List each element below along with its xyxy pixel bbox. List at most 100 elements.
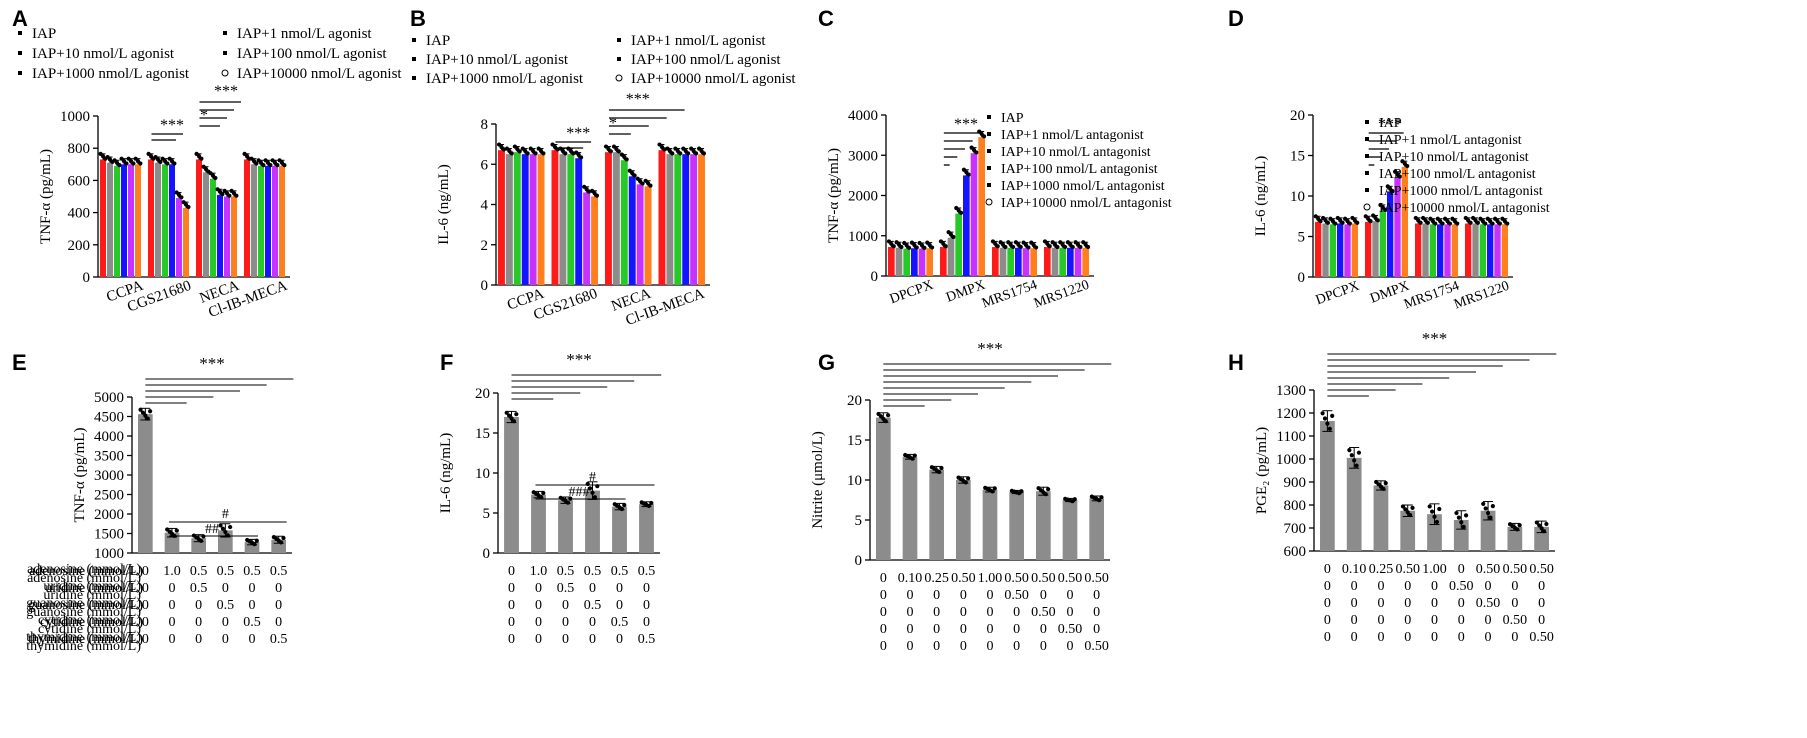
table-cell: 0 bbox=[616, 598, 623, 613]
table-cell: 0 bbox=[1458, 630, 1465, 645]
table-cell: 0 bbox=[880, 588, 887, 603]
table-cell: 0.5 bbox=[557, 581, 575, 596]
table-cell: 0 bbox=[1377, 596, 1384, 611]
table-cell: 0.5 bbox=[190, 564, 208, 579]
table-cell: 0 bbox=[933, 622, 940, 637]
table-cell: 0.50 bbox=[1503, 613, 1528, 628]
table-cell: 0.50 bbox=[1529, 562, 1554, 577]
data-dot bbox=[1368, 219, 1373, 224]
table-cell: 0.5 bbox=[243, 564, 261, 579]
table-cell: 0 bbox=[535, 615, 542, 630]
data-dot bbox=[533, 151, 538, 156]
table-cell: 0 bbox=[960, 605, 967, 620]
table-cell: 0.5 bbox=[190, 581, 208, 596]
legend-label: IAP+1 nmol/L antagonist bbox=[1001, 128, 1144, 143]
bar bbox=[1044, 247, 1051, 276]
data-dot bbox=[1354, 463, 1359, 468]
bar bbox=[628, 176, 636, 285]
bar bbox=[1082, 247, 1089, 276]
data-dot bbox=[951, 234, 956, 240]
data-dot bbox=[1454, 510, 1459, 516]
table-cell: 0 bbox=[643, 615, 650, 630]
x-tick-label: MRS1220 bbox=[1452, 279, 1511, 313]
data-dot bbox=[220, 526, 226, 531]
y-tick-label: 5000 bbox=[94, 390, 124, 406]
bar bbox=[1429, 224, 1436, 277]
legend-marker bbox=[987, 149, 991, 153]
sig-label: *** bbox=[977, 339, 1003, 358]
legend-label: IAP bbox=[426, 33, 450, 49]
table-cell: 0 bbox=[987, 588, 994, 603]
data-dot bbox=[1517, 523, 1522, 528]
table-cell: 0 bbox=[1431, 630, 1438, 645]
data-dot bbox=[1383, 207, 1388, 212]
panel-G: G 0 5 10 15 20 Nitrite (μmol/L) adenosine (mmol… bbox=[26, 339, 1112, 654]
table-cell: 0 bbox=[1351, 596, 1358, 611]
data-dot bbox=[963, 480, 968, 485]
data-dot bbox=[541, 490, 546, 496]
data-dot bbox=[278, 540, 284, 545]
y-tick-label: 10 bbox=[847, 473, 862, 489]
table-cell: 0.10 bbox=[898, 571, 923, 586]
data-dot bbox=[1375, 218, 1380, 223]
legend-label: IAP bbox=[1379, 116, 1402, 131]
data-dot bbox=[1355, 220, 1360, 225]
legend-label: IAP+1 nmol/L agonist bbox=[237, 26, 372, 42]
data-dot bbox=[282, 163, 287, 168]
table-row-label: uridine (mmol/L) bbox=[43, 579, 141, 594]
bar bbox=[138, 414, 153, 553]
table-cell: 0 bbox=[169, 632, 176, 647]
y-axis-label: Nitrite (μmol/L) bbox=[810, 431, 826, 529]
bar bbox=[1030, 248, 1037, 276]
data-dot bbox=[1349, 453, 1354, 458]
bar bbox=[1372, 221, 1379, 277]
data-dot bbox=[1490, 221, 1495, 226]
legend-marker bbox=[223, 51, 227, 55]
table-cell: 0.50 bbox=[1084, 571, 1109, 586]
data-dot bbox=[990, 489, 995, 494]
table-cell: 0.5 bbox=[217, 598, 235, 613]
table-cell: 0 bbox=[1324, 596, 1331, 611]
table-cell: 0 bbox=[616, 632, 623, 647]
table-cell: 0 bbox=[1324, 630, 1331, 645]
data-dot bbox=[1418, 220, 1423, 225]
legend-marker bbox=[18, 31, 22, 35]
table-cell: 0 bbox=[880, 571, 887, 586]
y-tick-label: 15 bbox=[475, 426, 490, 442]
data-dot bbox=[579, 155, 584, 160]
bar bbox=[682, 154, 690, 285]
data-dot bbox=[1483, 221, 1488, 226]
bar bbox=[1422, 223, 1429, 277]
table-row-label: uridine (mmol/L) bbox=[43, 588, 141, 603]
table-cell: 0 bbox=[142, 564, 149, 579]
panel-label: B bbox=[410, 6, 426, 31]
legend-label: IAP bbox=[32, 26, 56, 42]
y-tick-label: 2000 bbox=[94, 507, 124, 523]
data-dot bbox=[261, 163, 266, 168]
data-dot bbox=[1427, 504, 1432, 509]
bar bbox=[612, 506, 627, 553]
data-dot bbox=[1340, 220, 1345, 225]
table-cell: 0 bbox=[1511, 579, 1518, 594]
y-tick-label: 1300 bbox=[1276, 383, 1306, 399]
table-row-label: cytidine (mmol/L) bbox=[40, 615, 143, 630]
y-tick-label: 1100 bbox=[1277, 429, 1306, 445]
data-dot bbox=[1541, 529, 1547, 534]
table-cell: 0 bbox=[222, 632, 229, 647]
table-cell: 0 bbox=[195, 615, 202, 630]
x-tick-label: MRS1220 bbox=[1032, 278, 1091, 312]
data-dot bbox=[1534, 520, 1539, 525]
table-cell: 0 bbox=[562, 598, 569, 613]
table-cell: 0 bbox=[907, 622, 914, 637]
bar bbox=[876, 417, 891, 560]
bar bbox=[1479, 224, 1486, 277]
bar bbox=[690, 154, 698, 285]
legend-label: IAP+1000 nmol/L agonist bbox=[426, 71, 584, 87]
data-dot bbox=[1440, 221, 1445, 226]
data-dot bbox=[158, 159, 163, 164]
bar bbox=[903, 248, 910, 276]
y-axis-label: TNF-α (pg/mL) bbox=[72, 428, 88, 523]
data-dot bbox=[1405, 510, 1410, 515]
table-row-label: adenosine (mmol/L) bbox=[27, 571, 141, 586]
table-row-label: adenosine (mmol/L) bbox=[29, 564, 143, 579]
